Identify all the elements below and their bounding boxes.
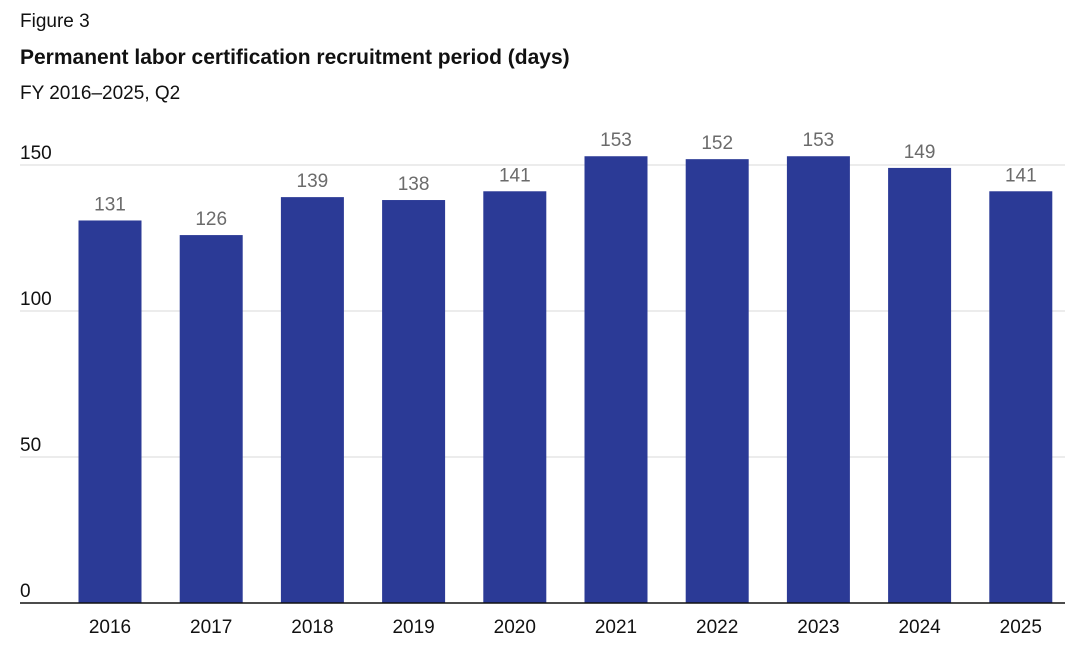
x-axis-ticks: 2016 2017 2018 2019 2020 2021 2022 2023 2024 2025 (89, 617, 1042, 638)
data-label: 141 (499, 165, 531, 186)
data-label: 141 (1005, 165, 1037, 186)
data-label: 153 (600, 130, 632, 151)
figure-label: Figure 3 (20, 11, 90, 32)
data-label: 149 (904, 142, 936, 163)
x-tick-label: 2019 (392, 617, 434, 638)
bars (78, 156, 1053, 604)
chart-title: Permanent labor certification recruitmen… (20, 46, 570, 69)
bar-2018 (280, 197, 344, 603)
x-tick-label: 2024 (898, 617, 941, 638)
y-tick-label: 100 (20, 289, 52, 310)
y-tick-label: 150 (20, 143, 52, 164)
bar-2016 (78, 220, 142, 604)
data-label: 152 (701, 133, 733, 154)
x-tick-label: 2020 (494, 617, 536, 638)
y-axis-ticks: 0 50 100 150 (20, 143, 52, 602)
bar-2025 (989, 191, 1053, 603)
data-label: 153 (803, 130, 835, 151)
data-label: 138 (398, 174, 430, 195)
bar-2019 (382, 200, 446, 604)
data-label: 139 (297, 171, 329, 192)
bar-2023 (786, 156, 850, 604)
chart-subtitle: FY 2016–2025, Q2 (20, 83, 181, 104)
bar-2017 (179, 235, 243, 603)
bar-2022 (685, 159, 749, 603)
x-tick-label: 2017 (190, 617, 232, 638)
y-tick-label: 50 (20, 435, 41, 456)
data-label: 126 (195, 209, 227, 230)
x-tick-label: 2016 (89, 617, 131, 638)
x-tick-label: 2021 (595, 617, 637, 638)
data-label: 131 (94, 194, 126, 215)
x-tick-label: 2023 (797, 617, 839, 638)
bar-2021 (584, 156, 648, 604)
x-tick-label: 2025 (1000, 617, 1042, 638)
bar-2020 (483, 191, 547, 603)
y-tick-label: 0 (20, 581, 31, 602)
data-labels: 131 126 139 138 141 153 152 153 149 141 (94, 130, 1037, 230)
x-tick-label: 2018 (291, 617, 333, 638)
x-tick-label: 2022 (696, 617, 738, 638)
bar-2024 (888, 167, 952, 604)
